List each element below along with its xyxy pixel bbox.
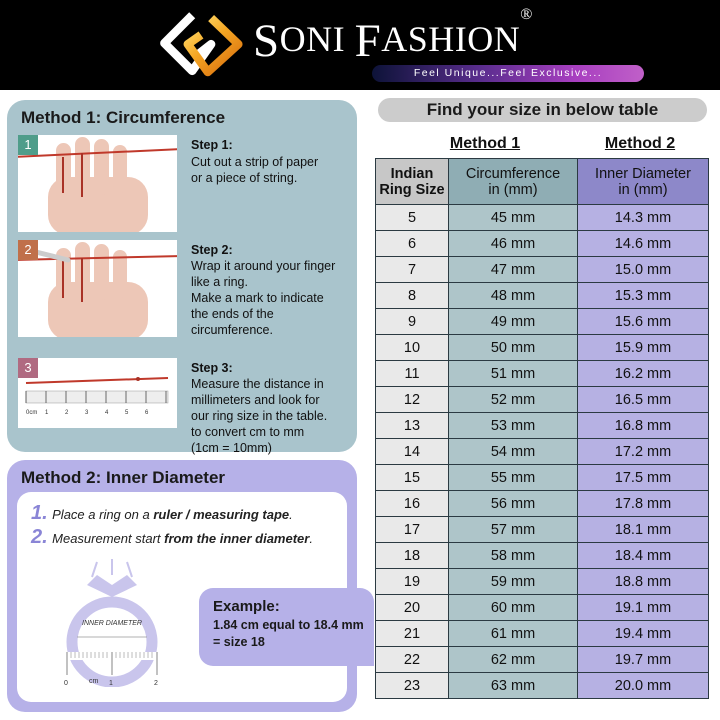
svg-text:0: 0: [64, 680, 68, 687]
svg-text:0cm: 0cm: [26, 410, 37, 416]
svg-text:2: 2: [154, 680, 158, 687]
svg-text:INNER DIAMETER: INNER DIAMETER: [82, 620, 142, 627]
svg-text:cm: cm: [89, 678, 99, 685]
svg-text:1: 1: [109, 680, 113, 687]
